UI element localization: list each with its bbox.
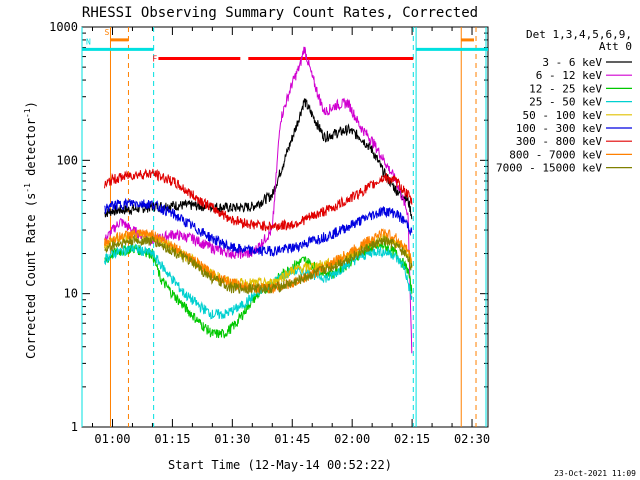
legend-label: 100 - 300 keV — [516, 122, 602, 135]
plot-area: 1 10 100 1000 01:00 01:15 01:30 01:45 02:00 02:15… — [49, 20, 490, 446]
flag-label: F — [152, 55, 157, 64]
legend-label: 6 - 12 keV — [536, 69, 603, 82]
legend-label: 50 - 100 keV — [523, 109, 603, 122]
series-line-1 — [104, 98, 413, 220]
legend-label: 800 - 7000 keV — [509, 148, 602, 161]
y-tick-label: 10 — [64, 287, 78, 301]
x-tick-label: 01:00 — [94, 432, 130, 446]
footer-date: 23-Oct-2021 11:09 — [554, 469, 636, 478]
x-tick-label: 01:30 — [214, 432, 250, 446]
chart-title: RHESSI Observing Summary Count Rates, Co… — [82, 5, 478, 21]
legend-header-line-1: Det 1,3,4,5,6,9, — [526, 28, 632, 41]
flag-label: N — [86, 37, 91, 46]
y-axis-label: Corrected Count Rate (s-1 detector-1) — [23, 101, 38, 359]
flag-label: S — [104, 28, 109, 37]
x-tick-label: 01:45 — [274, 432, 310, 446]
series-line-3 — [104, 241, 413, 339]
legend-label: 3 - 6 keV — [542, 56, 602, 69]
y-tick-label: 100 — [56, 153, 78, 167]
y-axis-label-main: Corrected Count Rate (s — [24, 193, 38, 359]
x-tick-label: 01:15 — [154, 432, 190, 446]
x-tick-label: 02:00 — [334, 432, 370, 446]
legend-label: 12 - 25 keV — [529, 82, 602, 95]
legend-header-line-2: Att 0 — [599, 40, 632, 53]
series-line-9 — [104, 234, 413, 295]
x-tick-label: 02:30 — [454, 432, 490, 446]
y-axis-label-end: ) — [24, 101, 38, 108]
legend-label: 300 - 800 keV — [516, 135, 602, 148]
y-tick-label: 1000 — [49, 20, 78, 34]
x-axis-label: Start Time (12-May-14 00:52:22) — [168, 458, 392, 472]
series-line-6 — [104, 197, 413, 258]
legend-label: 25 - 50 keV — [529, 96, 602, 109]
y-axis-label-sup2: -1 — [23, 108, 32, 118]
x-tick-label: 02:15 — [394, 432, 430, 446]
legend-label: 7000 - 15000 keV — [496, 162, 602, 175]
y-axis-label-sup1: -1 — [23, 183, 32, 193]
y-tick-label: 1 — [71, 420, 78, 434]
y-axis-label-mid: detector — [24, 118, 38, 183]
series-line-8 — [104, 228, 413, 294]
series-line-7 — [104, 168, 413, 232]
